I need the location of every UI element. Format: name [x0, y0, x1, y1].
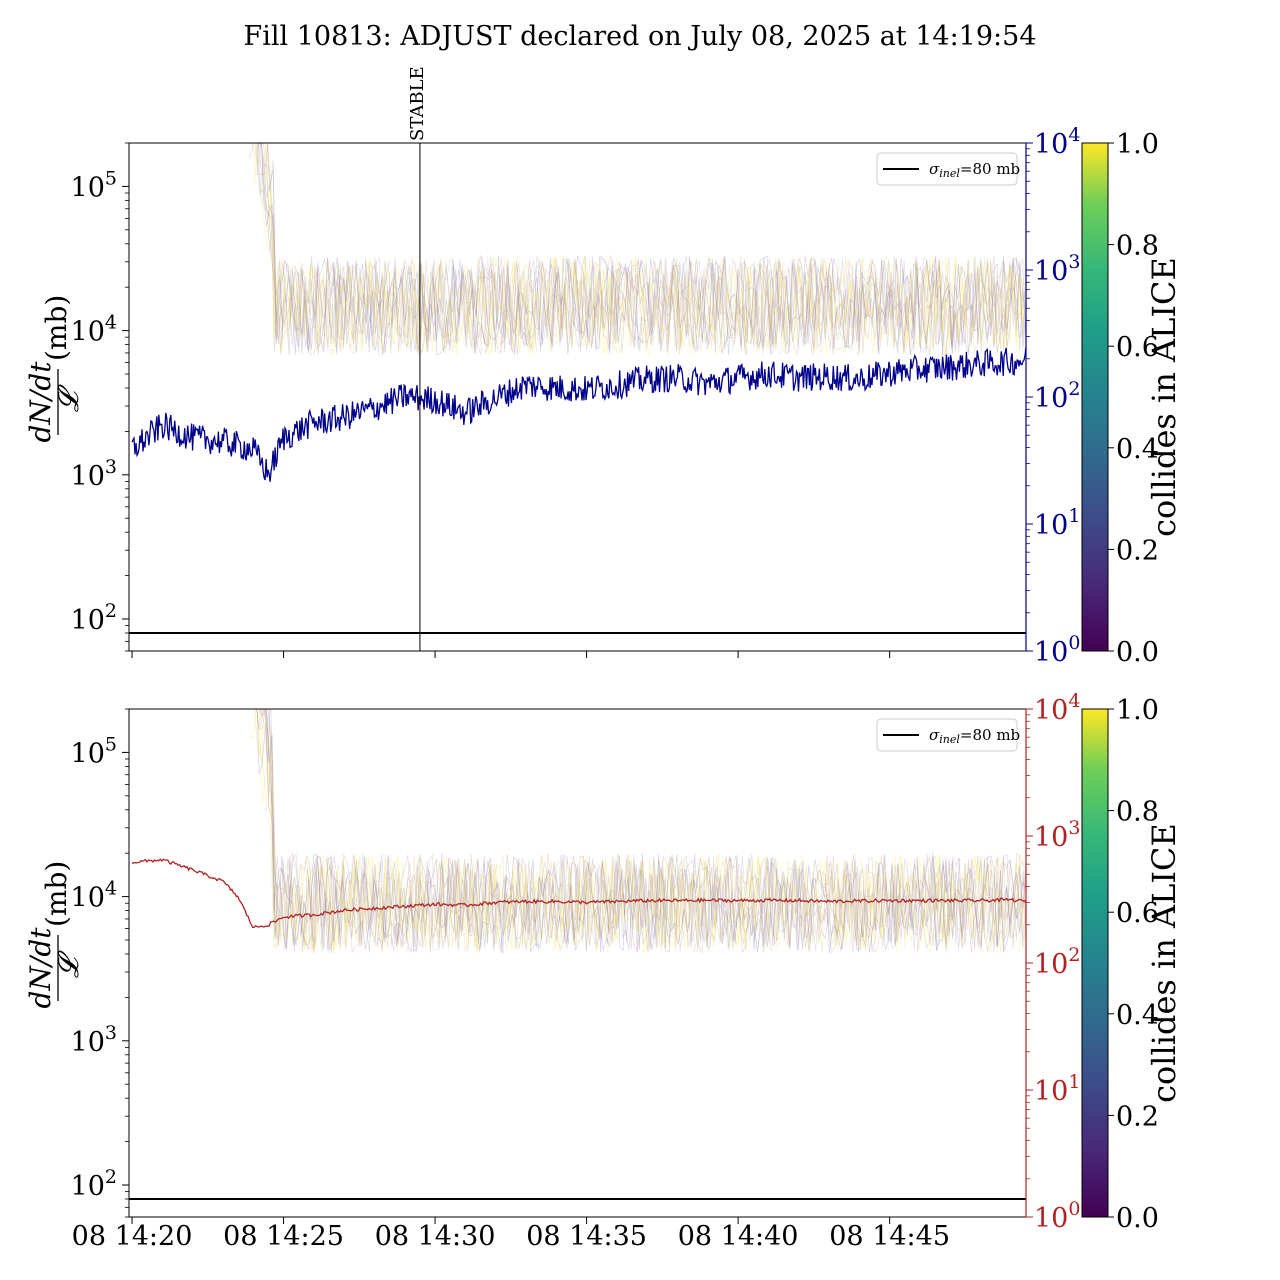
- bottom-colorbar: 0.0 0.2 0.4 0.6 0.8 1.0 collides in ALICE: [1081, 695, 1183, 1234]
- left-y-tick-label: 105: [71, 733, 117, 769]
- x-tick-label: 08 14:25: [223, 1221, 344, 1252]
- right-y-tick-label: 103: [1034, 817, 1080, 853]
- background-trace: [260, 709, 1026, 953]
- background-trace: [256, 709, 1026, 954]
- bottom-colorbar-gradient: [1081, 708, 1109, 1218]
- background-trace: [248, 143, 1026, 356]
- right-y-tick-label: 102: [1034, 944, 1080, 980]
- colorbar-tick-label: 0.4: [1116, 1000, 1159, 1031]
- right-y-tick-label: 104: [1034, 124, 1080, 160]
- background-trace: [256, 709, 1026, 954]
- x-tick-label: 08 14:30: [375, 1221, 496, 1252]
- x-tick-label: 08 14:45: [829, 1221, 950, 1252]
- top-background-traces: [248, 143, 1026, 357]
- left-y-tick-label: 103: [71, 456, 117, 492]
- background-trace: [265, 709, 1026, 954]
- bottom-plot-frame: [128, 708, 1027, 1218]
- top-colorbar: 0.0 0.2 0.4 0.6 0.8 1.0 collides in ALICE: [1081, 129, 1183, 668]
- right-y-tick-label: 104: [1034, 690, 1080, 726]
- background-trace: [258, 143, 1026, 356]
- right-y-tick-label: 101: [1034, 1071, 1080, 1107]
- left-y-tick-label: 104: [71, 312, 117, 348]
- bottom-series-group: [129, 858, 1026, 1200]
- background-trace: [255, 143, 1026, 356]
- background-trace: [265, 709, 1026, 954]
- right-y-tick-label: 100: [1034, 632, 1080, 668]
- colorbar-tick-label: 0.6: [1116, 898, 1159, 929]
- colorbar-tick-label: 0.6: [1116, 332, 1159, 363]
- background-trace: [258, 709, 1026, 954]
- background-trace: [268, 709, 1026, 954]
- right-y-tick-label: 100: [1034, 1198, 1080, 1234]
- background-trace: [256, 709, 1026, 952]
- bottom-panel: 102 103 104 105 100 101 102 103 104 08 14:20 08 14…: [24, 690, 1080, 1252]
- left-y-tick-label: 104: [71, 878, 117, 914]
- right-y-tick-label: 101: [1034, 505, 1080, 541]
- bottom-series-line: [131, 858, 1026, 929]
- legend-entry-label: σinel=80 mb: [929, 726, 1020, 746]
- background-trace: [259, 143, 1026, 356]
- background-trace: [248, 709, 1026, 953]
- background-trace: [253, 143, 1026, 355]
- y-axis-label: dN/dt𝓛(mb): [24, 861, 85, 1009]
- colorbar-tick-label: 0.2: [1116, 535, 1159, 566]
- top-colorbar-label: collides in ALICE: [1145, 257, 1183, 537]
- colorbar-tick-label: 0.8: [1116, 231, 1159, 262]
- colorbar-tick-label: 1.0: [1116, 695, 1159, 726]
- background-trace: [254, 709, 1026, 954]
- y-axis-label: dN/dt𝓛(mb): [24, 295, 85, 443]
- y-axis-label-numerator: dN/dt: [24, 361, 57, 443]
- background-trace: [257, 143, 1026, 356]
- colorbar-tick-label: 0.0: [1116, 1203, 1159, 1234]
- background-trace: [256, 143, 1026, 356]
- background-trace: [258, 144, 1026, 356]
- left-y-tick-label: 105: [71, 167, 117, 203]
- left-y-tick-label: 102: [71, 600, 117, 636]
- x-tick-label: 08 14:40: [678, 1221, 799, 1252]
- right-y-tick-label: 103: [1034, 251, 1080, 287]
- background-trace: [252, 143, 1026, 357]
- top-series-line: [131, 346, 1026, 482]
- colorbar-tick-label: 0.0: [1116, 637, 1159, 668]
- x-tick-label: 08 14:35: [526, 1221, 647, 1252]
- background-trace: [257, 710, 1026, 953]
- top-series-group: [129, 346, 1026, 634]
- top-colorbar-gradient: [1081, 142, 1109, 652]
- background-trace: [254, 143, 1026, 356]
- legend-box: [876, 152, 1018, 186]
- background-trace: [260, 709, 1026, 954]
- bottom-axes-ticks: 102 103 104 105 100 101 102 103 104 08 14:20 08 14…: [24, 690, 1080, 1252]
- top-axes-ticks: STABLE102103104105100101102103104dN/dt𝓛(…: [24, 66, 1080, 668]
- y-axis-label-numerator: dN/dt: [24, 927, 57, 1009]
- colorbar-tick-label: 0.8: [1116, 797, 1159, 828]
- right-y-tick-label: 102: [1034, 378, 1080, 414]
- x-tick-label: 08 14:20: [72, 1221, 193, 1252]
- bottom-colorbar-label: collides in ALICE: [1145, 823, 1183, 1103]
- background-trace: [256, 709, 1026, 954]
- colorbar-tick-label: 0.2: [1116, 1101, 1159, 1132]
- y-axis-label-unit: (mb): [40, 295, 73, 361]
- bottom-background-traces: [248, 709, 1026, 954]
- background-trace: [259, 143, 1026, 356]
- background-trace: [266, 143, 1026, 356]
- legend-box: [876, 718, 1018, 752]
- left-y-tick-label: 102: [71, 1166, 117, 1202]
- background-trace: [257, 143, 1026, 355]
- colorbar-tick-label: 0.4: [1116, 434, 1159, 465]
- y-axis-label-unit: (mb): [40, 861, 73, 927]
- background-trace: [256, 143, 1026, 356]
- left-y-tick-label: 103: [71, 1022, 117, 1058]
- figure-title: Fill 10813: ADJUST declared on July 08, …: [244, 21, 1037, 52]
- colorbar-tick-label: 1.0: [1116, 129, 1159, 160]
- legend-entry-label: σinel=80 mb: [929, 160, 1020, 180]
- stable-label: STABLE: [407, 66, 428, 141]
- top-panel: STABLE102103104105100101102103104dN/dt𝓛(…: [24, 66, 1080, 668]
